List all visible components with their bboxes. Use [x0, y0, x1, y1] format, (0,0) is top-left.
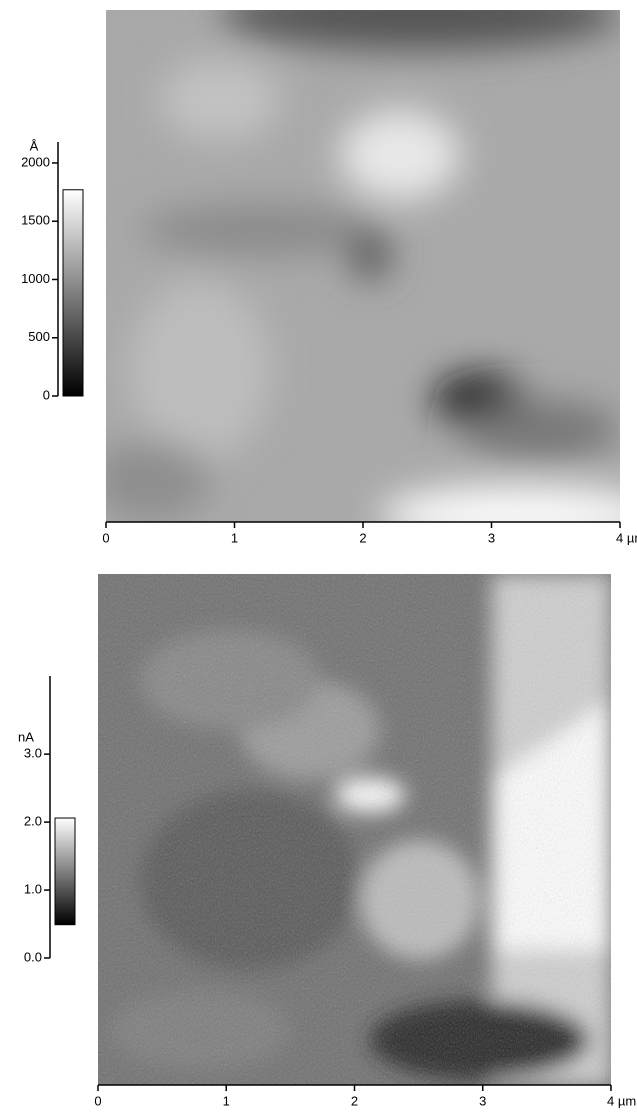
x-tick-label: 1: [231, 530, 238, 545]
unit-label: Å: [30, 138, 39, 153]
x-tick-label: 3: [488, 530, 495, 545]
x-tick-label: 0: [102, 530, 109, 545]
x-tick-label: 2: [359, 530, 366, 545]
x-tick-label: 4 µm: [616, 530, 637, 545]
y-tick-label: 2.0: [24, 814, 42, 829]
x-tick-label: 2: [351, 1093, 358, 1108]
y-tick-label: 1000: [21, 271, 50, 286]
y-tick-label: 1.0: [24, 881, 42, 896]
y-tick-label: 2000: [21, 154, 50, 169]
colorbar: [54, 817, 76, 926]
y-tick-label: 500: [28, 329, 50, 344]
y-tick-label: 0: [43, 387, 50, 402]
y-tick-label: 0.0: [24, 949, 42, 964]
colorbar: [62, 189, 84, 397]
y-tick-label: 1500: [21, 213, 50, 228]
current-image: [98, 574, 611, 1085]
x-tick-label: 4 µm: [607, 1093, 636, 1108]
unit-label: nA: [18, 730, 34, 745]
topography-image: [106, 10, 620, 522]
x-tick-label: 3: [479, 1093, 486, 1108]
x-tick-label: 0: [94, 1093, 101, 1108]
y-tick-label: 3.0: [24, 746, 42, 761]
x-tick-label: 1: [223, 1093, 230, 1108]
